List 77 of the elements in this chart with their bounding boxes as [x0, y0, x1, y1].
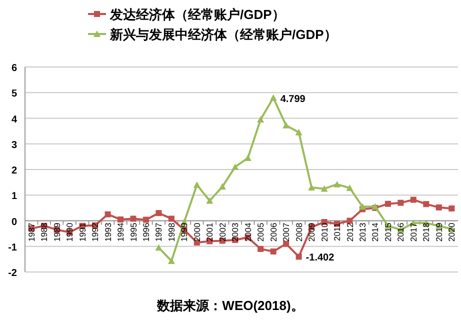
- x-tick-label: 1999: [179, 222, 190, 242]
- point: [320, 185, 328, 192]
- x-tick-label: 2020: [446, 222, 457, 242]
- x-tick-label: 2013: [357, 222, 368, 242]
- x-tick-label: 2019: [434, 222, 444, 242]
- x-tick-label: 1995: [128, 222, 138, 242]
- y-tick-label: -1: [8, 242, 18, 254]
- x-tick-label: 2006: [268, 222, 278, 242]
- x-tick-label: 1996: [140, 222, 151, 242]
- x-tick-label: 1991: [77, 222, 88, 242]
- x-tick-label: 2008: [294, 222, 304, 242]
- point: [398, 200, 404, 206]
- point: [448, 205, 455, 212]
- point: [410, 196, 416, 203]
- point: [257, 116, 264, 123]
- x-tick-label: 2010: [319, 222, 330, 242]
- point: [142, 216, 149, 223]
- y-tick-label: 3: [11, 140, 18, 151]
- point: [423, 201, 430, 208]
- point: [258, 246, 264, 252]
- x-tick-label: 1997: [154, 222, 164, 242]
- point: [384, 200, 391, 207]
- point: [118, 216, 124, 222]
- y-tick-label: 1: [11, 191, 18, 202]
- x-tick-label: 1989: [52, 222, 62, 242]
- point: [244, 154, 252, 161]
- x-tick-label: 2004: [242, 222, 253, 242]
- point: [334, 180, 341, 188]
- y-tick-label: 2: [11, 166, 18, 176]
- point: [346, 184, 354, 191]
- source-note: 数据来源：WEO(2018)。: [156, 298, 304, 313]
- x-tick-label: 1993: [102, 222, 113, 242]
- y-tick-label: 0: [11, 216, 18, 228]
- point: [168, 257, 175, 264]
- point: [436, 204, 442, 210]
- x-tick-label: 2009: [306, 222, 317, 242]
- point: [308, 184, 316, 190]
- x-tick-label: 1988: [39, 222, 50, 242]
- x-tick-label: 2017: [408, 222, 418, 242]
- x-tick-label: 2015: [382, 222, 393, 242]
- point: [130, 216, 136, 222]
- annotation: 4.799: [280, 94, 306, 105]
- y-tick-label: 6: [11, 63, 18, 74]
- point: [206, 197, 214, 204]
- x-tick-label: 1994: [116, 222, 126, 242]
- point: [270, 248, 276, 254]
- x-tick-label: 2001: [204, 222, 215, 242]
- point: [296, 254, 302, 260]
- x-tick-label: 2018: [421, 222, 432, 242]
- x-tick-label: 2005: [256, 222, 266, 242]
- x-tick-label: 2012: [344, 222, 355, 242]
- x-tick-label: 2011: [332, 222, 342, 242]
- x-tick-label: 1992: [90, 222, 100, 242]
- point: [218, 183, 226, 190]
- x-tick-label: 2007: [281, 222, 292, 242]
- x-tick-label: 1987: [26, 222, 36, 242]
- point: [232, 163, 239, 170]
- y-tick-label: -2: [8, 268, 18, 279]
- point: [193, 181, 200, 188]
- point: [295, 128, 302, 136]
- x-tick-label: 2016: [396, 222, 406, 242]
- point: [358, 203, 366, 210]
- point: [270, 94, 277, 101]
- point: [104, 211, 111, 218]
- point: [282, 122, 290, 128]
- x-tick-label: 2002: [217, 222, 228, 242]
- y-tick-label: 4: [11, 114, 18, 126]
- x-tick-label: 2003: [230, 222, 240, 242]
- point: [156, 210, 162, 216]
- x-tick-label: 1990: [64, 222, 75, 242]
- y-tick-label: 5: [11, 88, 18, 100]
- x-tick-label: 2014: [370, 222, 380, 242]
- x-tick-label: 1998: [166, 222, 176, 242]
- x-tick-label: 2000: [192, 222, 202, 242]
- point: [155, 244, 162, 251]
- point: [168, 216, 174, 222]
- annotation: -1.402: [306, 252, 335, 264]
